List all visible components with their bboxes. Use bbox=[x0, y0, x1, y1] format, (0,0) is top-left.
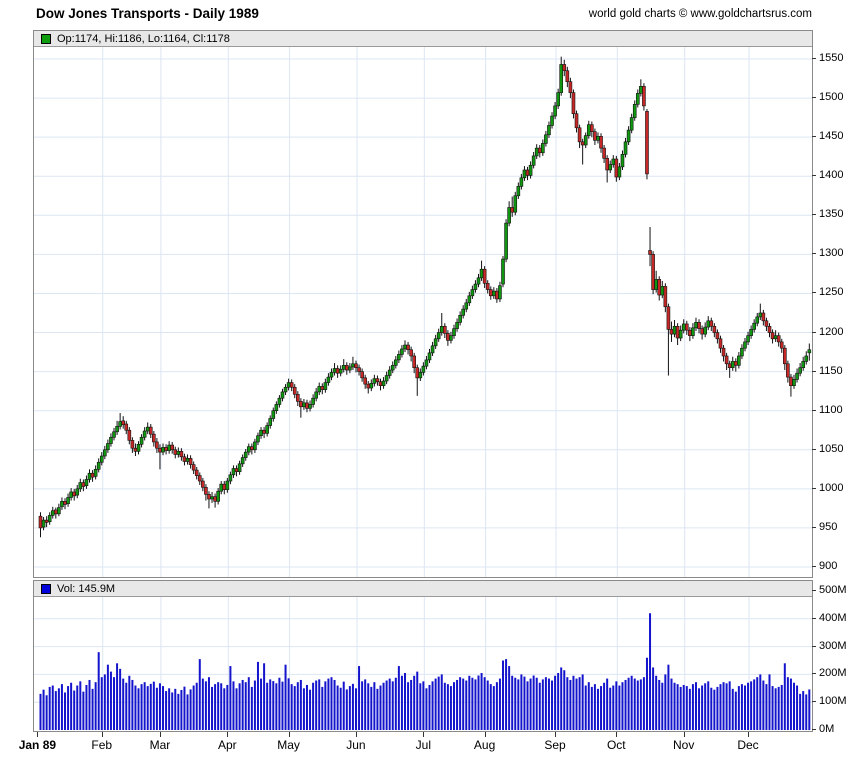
price-axis-tick bbox=[812, 331, 816, 333]
x-axis-tick bbox=[227, 732, 229, 737]
x-axis-month-label: Apr bbox=[217, 738, 237, 752]
price-axis-label: 1100 bbox=[819, 403, 843, 416]
price-axis-label: 1000 bbox=[819, 481, 844, 494]
price-axis-tick bbox=[812, 136, 816, 138]
price-axis-label: 1150 bbox=[819, 364, 843, 377]
x-axis-month-label: Jun bbox=[346, 738, 366, 752]
x-axis-tick bbox=[288, 732, 290, 737]
volume-axis-tick bbox=[812, 645, 816, 647]
price-axis-tick bbox=[812, 253, 816, 255]
volume-axis-label: 100M bbox=[819, 695, 847, 708]
price-axis-label: 900 bbox=[819, 560, 838, 572]
price-axis-tick bbox=[812, 97, 816, 99]
x-axis-tick bbox=[683, 732, 685, 737]
candles bbox=[38, 56, 812, 538]
volume-chart-canvas bbox=[34, 581, 812, 731]
volume-axis-tick bbox=[812, 701, 816, 703]
volume-bars bbox=[39, 613, 811, 730]
price-axis-label: 1200 bbox=[819, 325, 844, 338]
volume-axis-tick bbox=[812, 673, 816, 675]
volume-axis-label: 400M bbox=[819, 611, 847, 624]
price-axis-label: 1500 bbox=[819, 91, 844, 104]
volume-axis-label: 300M bbox=[819, 639, 847, 652]
x-axis-month-label: Nov bbox=[673, 738, 695, 752]
x-axis-tick bbox=[101, 732, 103, 737]
chart-title: Dow Jones Transports - Daily 1989 bbox=[36, 6, 259, 21]
price-axis-label: 1050 bbox=[819, 442, 844, 455]
x-axis-tick bbox=[355, 732, 357, 737]
price-axis-tick bbox=[812, 214, 816, 216]
price-axis-tick bbox=[812, 58, 816, 59]
x-axis-month-label: Oct bbox=[606, 738, 626, 752]
price-axis-label: 1300 bbox=[819, 247, 844, 260]
x-axis-tick bbox=[159, 732, 161, 737]
price-axis-tick bbox=[812, 409, 816, 411]
x-axis-month-label: Sep bbox=[544, 738, 566, 752]
x-axis-tick bbox=[555, 732, 557, 737]
price-axis-label: 1550 bbox=[819, 52, 844, 64]
x-axis-month-label: Mar bbox=[149, 738, 171, 752]
x-axis-tick bbox=[748, 732, 750, 737]
volume-axis-tick bbox=[812, 617, 816, 619]
price-axis-label: 1250 bbox=[819, 286, 844, 299]
price-axis-tick bbox=[812, 175, 816, 177]
legend-square-icon bbox=[41, 33, 51, 44]
volume-axis-label: 200M bbox=[819, 667, 847, 680]
volume-legend: Vol: 145.9M bbox=[34, 581, 812, 597]
volume-panel: Vol: 145.9M bbox=[33, 580, 813, 732]
price-axis-label: 1400 bbox=[819, 169, 844, 182]
price-axis-label: 1350 bbox=[819, 208, 844, 221]
x-axis-month-label: Dec bbox=[737, 738, 759, 752]
x-axis-month-label: Feb bbox=[91, 738, 113, 752]
price-axis-tick bbox=[812, 292, 816, 294]
ohlc-legend-text: Op:1174, Hi:1186, Lo:1164, Cl:1178 bbox=[57, 32, 230, 45]
volume-axis-tick bbox=[812, 729, 816, 730]
x-axis-month-label: Aug bbox=[473, 738, 496, 752]
volume-axis-tick bbox=[812, 590, 816, 591]
ohlc-legend: Op:1174, Hi:1186, Lo:1164, Cl:1178 bbox=[34, 31, 812, 47]
x-axis-tick bbox=[37, 732, 39, 737]
copyright-notice: world gold charts © www.goldchartsrus.co… bbox=[588, 8, 812, 20]
legend-square-icon bbox=[41, 583, 51, 594]
x-axis-tick bbox=[616, 732, 618, 737]
x-axis-month-label: Jan 89 bbox=[18, 738, 57, 752]
price-axis-tick bbox=[812, 487, 816, 489]
price-axis-label: 950 bbox=[819, 520, 838, 533]
price-axis-tick bbox=[812, 526, 816, 528]
price-panel: Op:1174, Hi:1186, Lo:1164, Cl:1178 bbox=[33, 30, 813, 578]
x-axis-month-label: Jul bbox=[415, 738, 431, 752]
x-axis-month-label: May bbox=[277, 738, 300, 752]
price-axis-label: 1450 bbox=[819, 130, 844, 143]
volume-axis-label: 0M bbox=[819, 723, 835, 735]
price-axis-tick bbox=[812, 566, 816, 567]
price-chart-canvas bbox=[34, 31, 812, 577]
x-axis-tick bbox=[423, 732, 425, 737]
x-axis-tick bbox=[484, 732, 486, 737]
price-axis-tick bbox=[812, 370, 816, 372]
volume-axis-label: 500M bbox=[819, 584, 847, 596]
volume-legend-text: Vol: 145.9M bbox=[57, 582, 116, 595]
price-axis-tick bbox=[812, 448, 816, 450]
